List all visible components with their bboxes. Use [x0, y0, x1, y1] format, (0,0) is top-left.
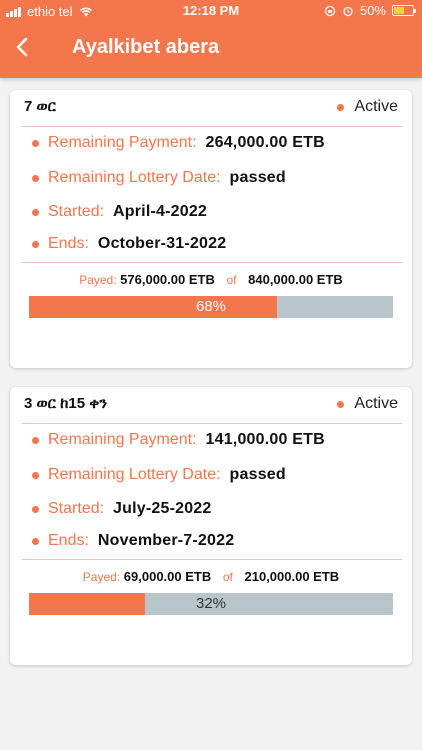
bullet-icon — [32, 436, 39, 444]
total-value: 210,000.00 ETB — [244, 569, 340, 584]
signal-icon — [6, 6, 21, 17]
ends-row: Ends: November-7-2022 — [32, 532, 234, 550]
app-header: ethio tel 12:18 PM 50% Ayalkibet abera — [0, 0, 422, 78]
clock: 12:18 PM — [182, 3, 240, 18]
of-label: of — [226, 273, 237, 287]
remaining-payment-row: Remaining Payment: 264,000.00 ETB — [32, 134, 325, 152]
payed-summary: Payed: 576,000.00 ETB of 840,000.00 ETB — [10, 272, 412, 287]
payed-label: Payed: — [82, 570, 121, 584]
battery-percent: 50% — [359, 3, 386, 18]
payed-value: 576,000.00 ETB — [120, 272, 215, 287]
header-row: Ayalkibet abera — [0, 26, 422, 70]
remaining-lottery-row: Remaining Lottery Date: passed — [32, 169, 286, 187]
card-header: 3 ወር ከ15 ቀን Active — [10, 387, 412, 423]
status-right: 50% — [324, 3, 416, 18]
payed-summary: Payed: 69,000.00 ETB of 210,000.00 ETB — [10, 569, 412, 584]
alarm-icon — [343, 6, 353, 16]
started-label: Started: — [48, 500, 105, 517]
started-row: Started: April-4-2022 — [32, 203, 207, 221]
status-indicator: Active — [337, 395, 398, 413]
payed-value: 69,000.00 ETB — [123, 569, 212, 584]
status-label: Active — [354, 98, 398, 115]
remaining-lottery-label: Remaining Lottery Date: — [48, 466, 221, 483]
divider — [22, 423, 402, 424]
bullet-icon — [32, 537, 39, 545]
payed-label: Payed: — [79, 273, 117, 287]
remaining-lottery-value: passed — [229, 169, 286, 186]
progress-fill — [29, 593, 146, 615]
page-title: Ayalkibet abera — [72, 36, 220, 58]
status-label: Active — [354, 395, 398, 412]
divider — [22, 126, 402, 127]
progress-percent: 68% — [195, 298, 227, 315]
ends-label: Ends: — [48, 235, 89, 252]
savings-card[interactable]: 7 ወር Active Remaining Payment: 264,000.0… — [10, 90, 412, 368]
progress-bar: 32% — [29, 593, 393, 615]
status-indicator: Active — [337, 98, 398, 116]
total-value: 840,000.00 ETB — [248, 272, 343, 287]
remaining-lottery-label: Remaining Lottery Date: — [48, 169, 221, 186]
orientation-lock-icon — [324, 5, 336, 16]
status-left: ethio tel — [6, 4, 93, 19]
divider — [22, 262, 402, 263]
card-title: 7 ወር — [24, 98, 56, 115]
ends-value: November-7-2022 — [97, 532, 235, 549]
bullet-icon — [32, 240, 39, 248]
back-arrow-icon[interactable] — [10, 32, 38, 62]
bullet-icon — [32, 208, 39, 216]
status-dot-icon — [337, 103, 345, 111]
started-value: April-4-2022 — [113, 203, 208, 220]
remaining-lottery-value: passed — [229, 466, 286, 483]
remaining-payment-value: 264,000.00 ETB — [205, 134, 325, 151]
status-bar: ethio tel 12:18 PM 50% — [0, 0, 422, 22]
ends-value: October-31-2022 — [97, 235, 227, 252]
bullet-icon — [32, 471, 39, 479]
ends-label: Ends: — [48, 532, 89, 549]
card-header: 7 ወር Active — [10, 90, 412, 126]
card-title: 3 ወር ከ15 ቀን — [24, 395, 108, 412]
divider — [22, 559, 402, 560]
progress-bar: 68% — [29, 296, 393, 318]
savings-card[interactable]: 3 ወር ከ15 ቀን Active Remaining Payment: 14… — [10, 387, 412, 665]
started-value: July-25-2022 — [113, 500, 212, 517]
started-label: Started: — [48, 203, 105, 220]
progress-percent: 32% — [195, 595, 227, 612]
carrier-label: ethio tel — [27, 4, 73, 19]
remaining-payment-row: Remaining Payment: 141,000.00 ETB — [32, 431, 325, 449]
of-label: of — [222, 570, 233, 584]
remaining-payment-value: 141,000.00 ETB — [205, 431, 325, 448]
wifi-icon — [79, 7, 92, 17]
remaining-lottery-row: Remaining Lottery Date: passed — [32, 466, 286, 484]
status-dot-icon — [337, 400, 345, 408]
battery-icon — [392, 5, 416, 16]
bullet-icon — [32, 505, 39, 513]
progress-fill — [29, 296, 277, 318]
bullet-icon — [32, 174, 39, 182]
bullet-icon — [32, 139, 39, 147]
started-row: Started: July-25-2022 — [32, 500, 212, 518]
remaining-payment-label: Remaining Payment: — [48, 134, 197, 151]
ends-row: Ends: October-31-2022 — [32, 235, 226, 253]
remaining-payment-label: Remaining Payment: — [48, 431, 197, 448]
